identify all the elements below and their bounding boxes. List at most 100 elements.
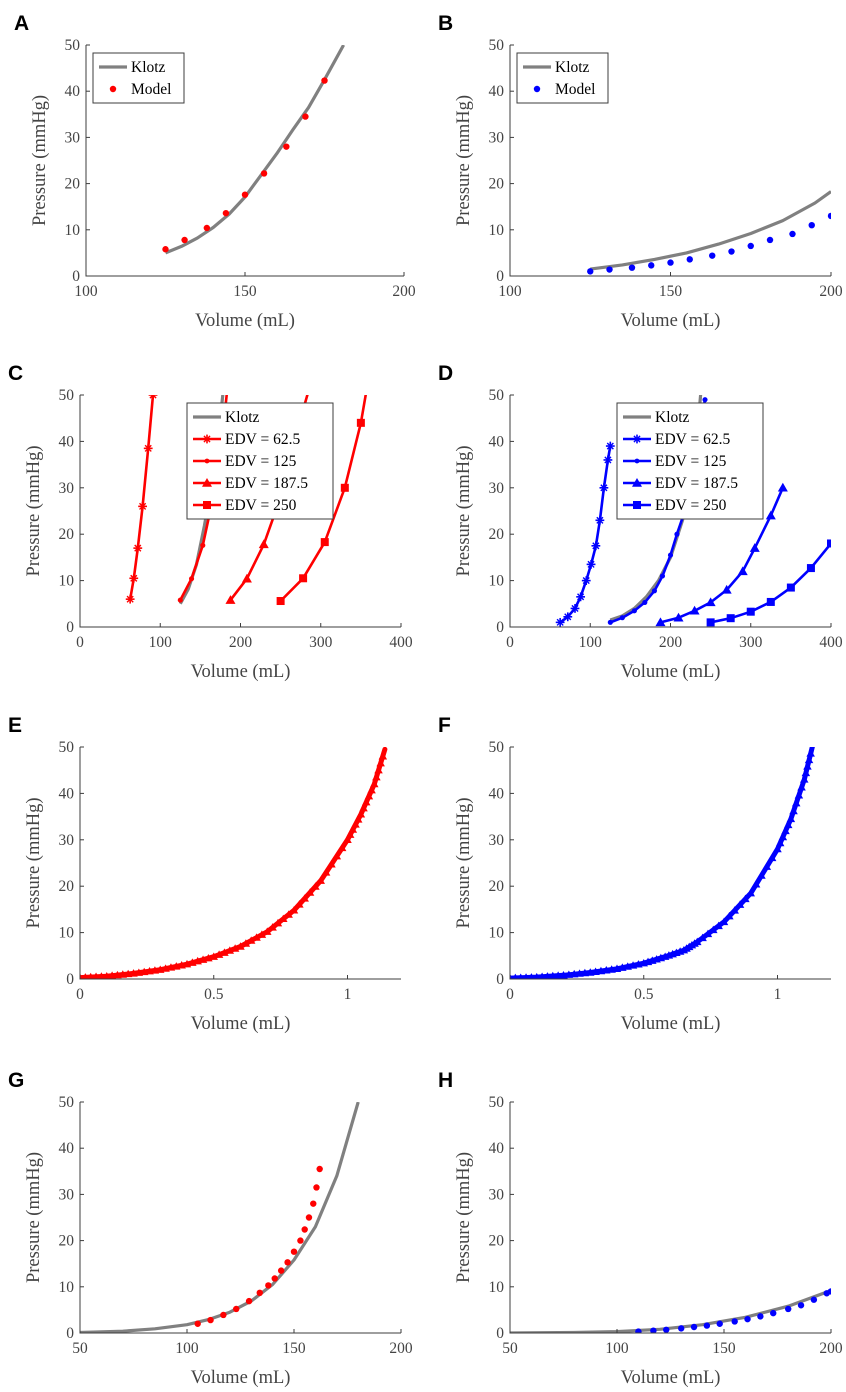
data-marker [225, 595, 236, 604]
legend-item: EDV = 187.5 [623, 475, 738, 492]
data-point [703, 1322, 711, 1329]
y-tick-label: 40 [59, 785, 75, 802]
y-tick-label: 40 [489, 1140, 505, 1157]
data-marker [655, 617, 666, 627]
y-tick-label: 30 [59, 480, 75, 497]
x-tick-label: 200 [819, 283, 843, 300]
series-line [80, 1102, 360, 1333]
y-tick-label: 40 [59, 1140, 75, 1157]
y-axis-label: Pressure (mmHg) [30, 95, 50, 226]
data-point [256, 1289, 263, 1297]
data-marker [214, 950, 224, 958]
data-marker [794, 791, 804, 799]
legend-marker [204, 458, 210, 464]
series-dots-1 [194, 1165, 323, 1327]
data-marker [225, 946, 235, 954]
data-marker [726, 614, 735, 623]
y-tick-label: 40 [59, 433, 75, 450]
y-tick-label: 0 [496, 1325, 504, 1342]
data-marker [693, 937, 702, 946]
data-point [686, 256, 693, 263]
x-tick-label: 400 [819, 634, 843, 651]
data-marker [510, 973, 513, 979]
y-tick-label: 0 [496, 268, 504, 285]
data-point [810, 1296, 818, 1303]
y-tick-label: 40 [489, 83, 505, 100]
panel-d: D 0 100 200 300 400 0 10 20 30 40 50 Volume (mL) Pres… [438, 362, 843, 682]
data-marker [746, 607, 755, 616]
legend-box [186, 402, 334, 520]
plot-area [80, 1102, 360, 1333]
data-marker [746, 888, 755, 897]
data-marker [797, 783, 806, 791]
legend-marker [203, 501, 211, 509]
y-tick-label: 50 [59, 739, 75, 756]
legend-label: Klotz [131, 59, 166, 76]
data-marker [353, 815, 363, 823]
data-marker [102, 971, 111, 979]
data-marker [570, 604, 580, 613]
data-marker [801, 768, 811, 777]
y-tick-label: 20 [65, 176, 81, 193]
data-marker [316, 876, 325, 884]
data-marker [719, 917, 729, 926]
data-marker [300, 894, 309, 902]
data-marker [80, 973, 84, 979]
data-marker [803, 762, 812, 770]
data-marker [791, 798, 801, 807]
x-tick-label: 100 [74, 283, 98, 300]
data-marker [365, 372, 373, 380]
data-marker [757, 871, 766, 879]
x-tick-label: 50 [502, 1340, 518, 1357]
plot-area [162, 45, 346, 255]
legend-item: EDV = 187.5 [193, 475, 308, 492]
panel-label: G [8, 1069, 24, 1092]
data-point [690, 1323, 698, 1331]
data-point [284, 1259, 291, 1266]
legend-item: Klotz [193, 409, 260, 426]
panel-label: F [438, 714, 451, 737]
series-model [587, 212, 831, 275]
y-tick-label: 0 [66, 971, 74, 988]
data-point [277, 1267, 285, 1274]
data-point [716, 1320, 723, 1327]
x-tick-label: 300 [739, 634, 763, 651]
panel-label: D [438, 362, 453, 385]
data-point [321, 77, 328, 84]
data-marker [225, 383, 230, 388]
y-tick-label: 10 [65, 222, 81, 239]
legend-marker [202, 478, 212, 487]
data-marker [378, 752, 388, 760]
legend-label: EDV = 125 [655, 453, 727, 470]
data-marker [364, 791, 374, 800]
legend: Klotz EDV = 62.5 EDV = 125 EDV = 187.5 EDV =… [186, 402, 334, 520]
data-marker [581, 576, 591, 585]
x-tick-label: 300 [309, 634, 333, 651]
x-tick-label: 50 [72, 1340, 88, 1357]
series-klotz [164, 45, 346, 255]
data-marker [200, 542, 206, 548]
data-marker [361, 797, 371, 806]
data-marker [372, 772, 381, 781]
data-marker [595, 515, 605, 525]
data-marker [209, 952, 218, 960]
data-marker [605, 441, 615, 451]
legend-item: EDV = 250 [193, 497, 297, 514]
data-marker [667, 552, 674, 558]
data-marker [591, 541, 601, 551]
legend: Klotz Model [516, 52, 609, 104]
legend-label: Klotz [655, 409, 690, 426]
x-tick-label: 200 [229, 634, 253, 651]
data-marker [241, 573, 252, 583]
series-edv-250 [276, 372, 373, 606]
series-model [162, 77, 328, 253]
data-marker [773, 844, 782, 853]
data-point [678, 1325, 685, 1332]
data-marker [631, 608, 637, 614]
data-marker [599, 483, 609, 493]
data-point [827, 212, 831, 220]
panel-label: B [438, 12, 453, 35]
y-tick-label: 50 [489, 387, 505, 404]
series-line [164, 45, 346, 255]
